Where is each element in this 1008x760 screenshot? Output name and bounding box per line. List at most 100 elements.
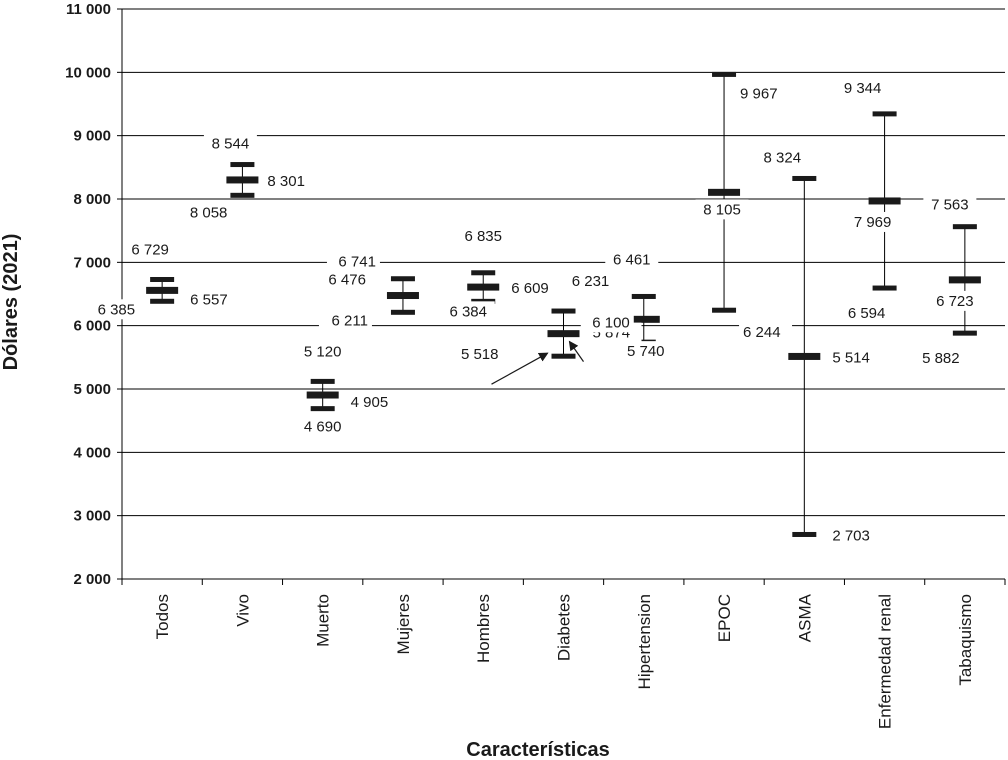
error-bars [146,71,981,537]
upper-value-label: 6 835 [464,228,502,245]
upper-cap [872,111,897,117]
y-tick-label: 5 000 [73,381,111,398]
data-label-bg [316,269,370,290]
data-label-bg [605,249,659,270]
lower-cap [551,353,576,359]
lower-cap [952,330,977,336]
data-label-bg [346,392,400,413]
lower-value-label: 6 211 [332,312,368,329]
mean-marker [306,391,339,399]
x-tick-label: Diabetes [555,594,574,661]
data-label-bg [739,322,793,343]
y-tick-label: 4 000 [73,444,111,461]
upper-value-label: 6 231 [572,273,610,290]
y-axis-ticks: 2 000 3 000 4 000 5 000 6 000 7 000 8 000 9 000… [65,1,122,588]
lower-value-label: 5 518 [461,346,499,363]
diabetes-arrows [491,340,584,385]
x-tick-label: Muerto [314,594,333,647]
y-tick-label: 9 000 [73,128,111,145]
lower-value-label: 6 384 [449,303,487,320]
mean-marker [708,188,741,196]
lower-value-label: 6 594 [848,305,886,322]
y-tick-label: 10 000 [65,64,111,81]
upper-cap [230,162,255,168]
data-label-bg [296,341,350,362]
lower-cap [310,406,335,412]
x-tick-label: Mujeres [394,594,413,654]
mean-value-label: 6 100 [592,314,630,331]
lower-arrow [491,352,549,385]
mean-value-label: 4 905 [351,394,389,411]
data-label-bg [263,170,317,191]
x-axis-title: Características [466,739,609,760]
y-axis-title: Dólares (2021) [0,234,22,371]
data-label-bg [840,303,894,324]
lower-cap [872,285,897,291]
data-label-bg [828,525,882,546]
data-label-bg [123,239,177,260]
data-label-bg [564,271,617,292]
mean-marker [386,292,419,300]
x-tick-label: Tabaquismo [956,594,975,686]
y-tick-label: 7 000 [73,254,111,271]
lower-cap [230,192,255,198]
x-tick-label: Enfermedad renal [876,594,895,729]
x-tick-label: Hipertension [635,594,654,689]
y-tick-label: 6 000 [73,318,111,335]
mean-arrow [568,340,584,362]
lower-value-label: 2 703 [832,527,870,544]
upper-cap [631,293,656,299]
x-tick-label: Hombres [474,594,493,663]
upper-cap [390,276,415,282]
data-label-bg [86,299,140,320]
upper-cap [952,224,977,230]
mean-value-label: 6 609 [511,280,549,297]
upper-cap [712,71,737,77]
axes [121,9,1005,580]
upper-value-label: 9 344 [844,80,882,97]
lower-cap [150,298,175,304]
data-label-bg [318,310,372,331]
data-labels: 6 729 6 557 6 385 8 544 8 301 8 058 5 120 4 905… [86,77,982,546]
upper-cap [551,308,576,314]
data-label-bg [326,251,380,272]
mean-value-label: 5 514 [832,349,870,366]
lower-cap [792,531,817,537]
upper-value-label: 6 741 [338,254,376,271]
mean-value-label: 8 105 [703,201,741,218]
upper-cap [310,378,335,384]
data-label-bg [580,312,634,333]
lower-value-label: 4 690 [304,419,342,436]
mean-marker [226,176,259,184]
y-tick-label: 2 000 [73,571,111,588]
x-axis-ticks: Todos Vivo Muerto Mujeres Hombres Diabetes Hip… [121,579,1006,729]
data-label-bg [828,347,882,368]
lower-value-label: 6 244 [743,324,781,341]
data-label-bg [695,199,749,220]
lower-cap [712,307,737,313]
mean-value-label: 7 969 [854,214,892,231]
mean-marker [868,197,901,205]
lower-value-label: 5 740 [627,343,665,360]
upper-cap [150,276,175,282]
upper-value-label: 8 324 [764,149,802,166]
data-label-bg [619,341,673,362]
mean-value-label: 6 557 [190,291,228,308]
data-label-bg [736,83,790,104]
lower-value-label: 6 385 [98,301,136,318]
upper-cap [471,270,496,276]
mean-marker [547,330,580,338]
upper-cap [792,175,817,181]
upper-value-label: 6 729 [131,241,169,258]
mean-value-label: 6 476 [328,272,366,289]
upper-value-label: 8 544 [212,136,250,153]
data-label-bg [296,416,350,437]
lower-value-label: 8 058 [190,204,228,221]
y-tick-label: 3 000 [73,508,111,525]
mean-marker [146,286,179,294]
mean-marker [948,276,981,284]
x-tick-label: Vivo [233,594,252,627]
data-label-bg [846,211,900,232]
upper-value-label: 9 967 [740,85,778,102]
data-label-bg [441,301,495,322]
